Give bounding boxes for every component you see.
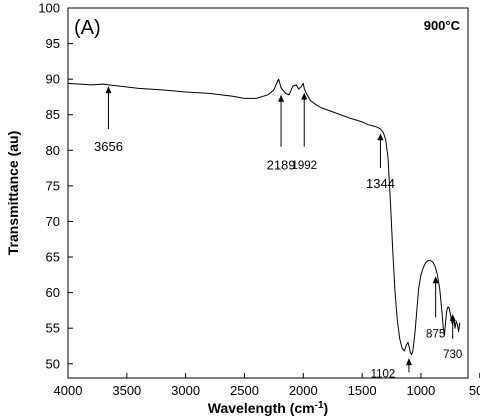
peak-arrow-head xyxy=(432,276,439,284)
transmittance-line xyxy=(67,78,461,356)
y-tick-label: 95 xyxy=(46,36,60,51)
x-tick-label: 2500 xyxy=(230,383,259,398)
peak-arrow-head xyxy=(278,94,285,102)
series-layer xyxy=(67,78,461,356)
peak-arrow-head xyxy=(449,313,456,321)
peak-label: 1992 xyxy=(291,160,317,172)
x-tick-label: 1000 xyxy=(406,383,435,398)
peak-label: 1102 xyxy=(371,368,396,380)
x-tick-label: 2000 xyxy=(289,383,318,398)
peak-label: 2189 xyxy=(267,158,296,173)
x-tick-label: 3500 xyxy=(112,383,141,398)
x-axis-title: Wavelength (cm-1) xyxy=(208,400,328,417)
peak-arrow-head xyxy=(301,92,308,100)
peak-label: 730 xyxy=(443,349,462,361)
y-tick-label: 55 xyxy=(46,321,60,336)
x-tick-label: 500 xyxy=(469,383,480,398)
x-tick-label: 4000 xyxy=(54,383,83,398)
y-tick-label: 85 xyxy=(46,107,60,122)
x-tick-label: 1500 xyxy=(348,383,377,398)
peak-label: 1344 xyxy=(366,176,395,191)
y-tick-label: 100 xyxy=(38,1,60,16)
x-tick-label: 3000 xyxy=(171,383,200,398)
panel-label: (A) xyxy=(74,17,101,39)
y-tick-label: 90 xyxy=(46,72,60,87)
y-axis-title: Transmittance (au) xyxy=(5,131,21,255)
peak-arrow-head xyxy=(405,358,412,366)
plot-frame xyxy=(67,7,469,379)
y-tick-label: 65 xyxy=(46,250,60,265)
axis-ticks: 4000 3500 3000 2500 2000 1500 1000 500 50 55 60 65 7… xyxy=(38,1,480,398)
y-tick-label: 70 xyxy=(46,214,60,229)
y-tick-label: 75 xyxy=(46,178,60,193)
y-tick-label: 60 xyxy=(46,285,60,300)
x-axis-title-superscript: -1 xyxy=(315,400,324,411)
x-axis-title-close: ) xyxy=(324,400,329,416)
x-axis-title-main: Wavelength (cm xyxy=(208,400,315,416)
y-tick-label: 50 xyxy=(46,356,60,371)
peak-label: 875 xyxy=(426,328,445,340)
peak-label: 3656 xyxy=(94,139,123,154)
peak-arrow-head xyxy=(377,133,384,141)
peak-arrow-head xyxy=(105,86,112,94)
y-tick-label: 80 xyxy=(46,143,60,158)
temperature-label: 900°C xyxy=(424,18,461,33)
